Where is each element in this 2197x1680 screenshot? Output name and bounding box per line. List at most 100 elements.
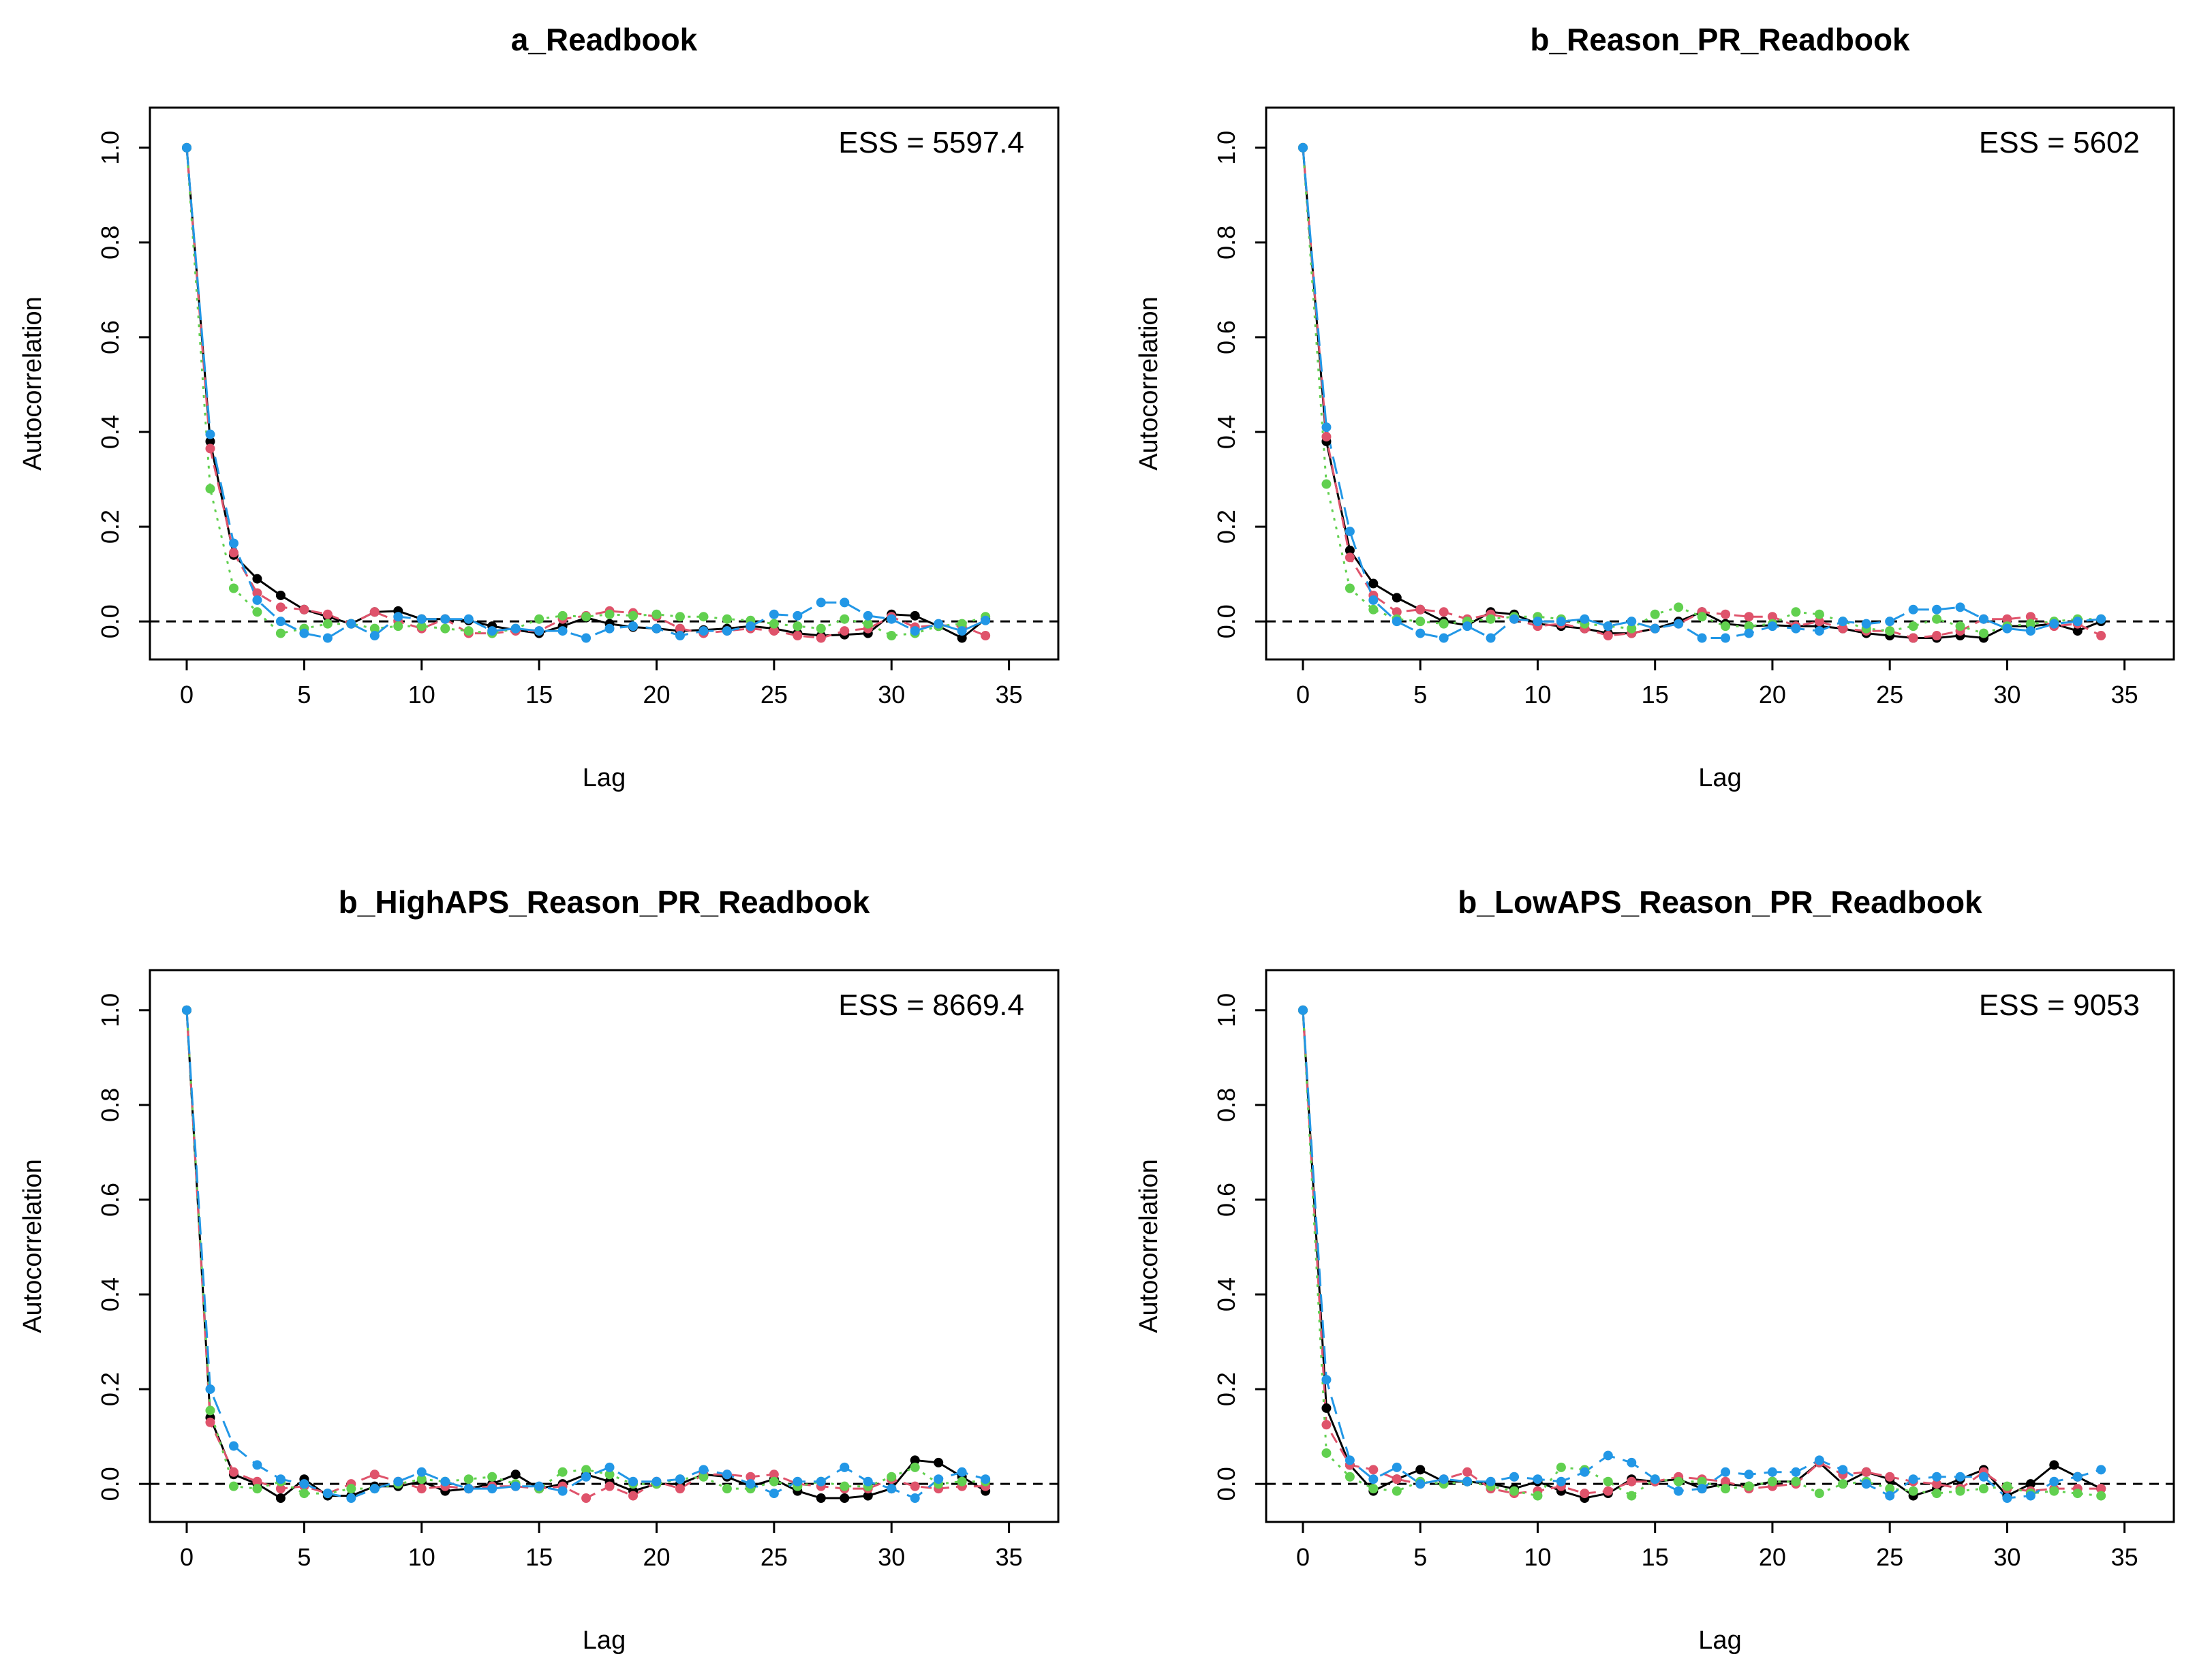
data-point-chain-4 [1392, 617, 1402, 627]
data-point-chain-2 [228, 1467, 239, 1477]
y-tick-label: 0.2 [96, 510, 124, 544]
data-point-chain-2 [1721, 1476, 1731, 1487]
data-point-chain-4 [1439, 633, 1449, 643]
data-point-chain-2 [1721, 609, 1731, 619]
data-point-chain-4 [369, 1484, 380, 1494]
data-point-chain-4 [1298, 142, 1308, 153]
data-point-chain-4 [698, 1465, 709, 1475]
data-point-chain-4 [1978, 614, 1988, 624]
data-point-chain-3 [1697, 612, 1707, 622]
data-point-chain-4 [557, 1486, 568, 1496]
data-point-chain-4 [1814, 626, 1824, 636]
data-point-chain-2 [275, 602, 286, 612]
data-point-chain-4 [1462, 1476, 1473, 1487]
data-point-chain-4 [1744, 1469, 1754, 1480]
data-point-chain-2 [416, 1484, 427, 1494]
data-point-chain-1 [934, 1457, 944, 1467]
data-point-chain-4 [1509, 1472, 1520, 1482]
y-tick-label: 1.0 [1212, 131, 1240, 165]
data-point-chain-3 [793, 621, 803, 632]
data-point-chain-4 [628, 1476, 639, 1487]
data-point-chain-3 [1345, 1472, 1355, 1482]
data-point-chain-4 [322, 1489, 333, 1499]
data-point-chain-4 [887, 1484, 897, 1494]
data-point-chain-4 [463, 1484, 474, 1494]
x-tick-label: 0 [1296, 1543, 1310, 1571]
x-tick-label: 35 [2111, 681, 2138, 709]
y-axis-label: Autocorrelation [18, 296, 47, 471]
data-point-chain-4 [769, 1489, 779, 1499]
y-tick-label: 0.4 [1212, 415, 1240, 449]
x-tick-label: 35 [2111, 1543, 2138, 1571]
data-point-chain-3 [1509, 1486, 1520, 1496]
data-point-chain-4 [1580, 614, 1590, 624]
data-point-chain-2 [1932, 631, 1942, 641]
data-point-chain-3 [2096, 1491, 2106, 1501]
data-point-chain-2 [769, 626, 779, 636]
x-tick-label: 25 [760, 1543, 788, 1571]
x-tick-label: 0 [1296, 681, 1310, 709]
data-point-chain-4 [1721, 1467, 1731, 1477]
data-point-chain-4 [1556, 1476, 1566, 1487]
x-tick-label: 15 [1642, 1543, 1669, 1571]
data-point-chain-1 [1321, 1403, 1332, 1413]
data-point-chain-3 [1885, 1484, 1895, 1494]
data-point-chain-4 [1486, 633, 1496, 643]
data-point-chain-3 [581, 1465, 592, 1475]
data-point-chain-3 [1955, 1486, 1965, 1496]
y-axis-label: Autocorrelation [18, 1159, 47, 1333]
data-point-chain-4 [369, 631, 380, 641]
x-tick-label: 15 [1642, 681, 1669, 709]
ess-annotation: ESS = 8669.4 [838, 989, 1024, 1022]
x-tick-label: 10 [408, 681, 435, 709]
data-point-chain-4 [863, 610, 873, 621]
data-point-chain-3 [487, 1472, 497, 1482]
data-point-chain-2 [816, 633, 826, 643]
y-tick-label: 0.4 [96, 1277, 124, 1311]
data-point-chain-3 [2025, 619, 2035, 629]
y-tick-label: 0.2 [1212, 510, 1240, 544]
data-point-chain-4 [1509, 614, 1520, 624]
data-point-chain-4 [440, 614, 450, 624]
data-point-chain-4 [1674, 1486, 1684, 1496]
data-point-chain-3 [1556, 1462, 1566, 1472]
data-point-chain-2 [910, 1481, 920, 1491]
data-point-chain-4 [487, 1484, 497, 1494]
data-point-chain-3 [1674, 602, 1684, 612]
data-point-chain-3 [440, 623, 450, 634]
plot-area [150, 1005, 1058, 1504]
data-point-chain-4 [2025, 626, 2035, 636]
data-point-chain-2 [1767, 612, 1777, 622]
plot-area [150, 142, 1058, 643]
data-point-chain-4 [957, 626, 967, 636]
data-point-chain-3 [252, 607, 262, 617]
data-point-chain-4 [1838, 1465, 1848, 1475]
data-point-chain-3 [698, 1472, 709, 1482]
data-point-chain-1 [1368, 578, 1379, 589]
y-tick-label: 0.8 [96, 225, 124, 260]
data-point-chain-2 [322, 609, 333, 619]
data-point-chain-1 [1415, 1465, 1426, 1475]
data-point-chain-1 [1392, 593, 1402, 603]
data-point-chain-4 [1814, 1455, 1824, 1465]
data-point-chain-3 [1885, 626, 1895, 636]
plot-frame [1265, 106, 2175, 661]
data-point-chain-2 [1415, 604, 1426, 615]
data-point-chain-3 [887, 631, 897, 641]
data-point-chain-2 [2096, 1484, 2106, 1494]
data-point-chain-3 [651, 609, 662, 619]
data-point-chain-3 [1838, 1479, 1848, 1489]
series-line-chain-1 [185, 147, 987, 640]
data-point-chain-3 [1932, 1489, 1942, 1499]
data-point-chain-4 [816, 597, 826, 608]
x-tick-label: 5 [1413, 681, 1427, 709]
data-point-chain-4 [1955, 1472, 1965, 1482]
x-axis-label: Lag [1698, 764, 1741, 792]
data-point-chain-4 [463, 614, 474, 624]
data-point-chain-3 [1955, 621, 1965, 632]
data-point-chain-4 [252, 1460, 262, 1470]
data-point-chain-4 [816, 1476, 826, 1487]
data-point-chain-2 [1392, 1474, 1402, 1484]
data-point-chain-2 [769, 1469, 779, 1480]
